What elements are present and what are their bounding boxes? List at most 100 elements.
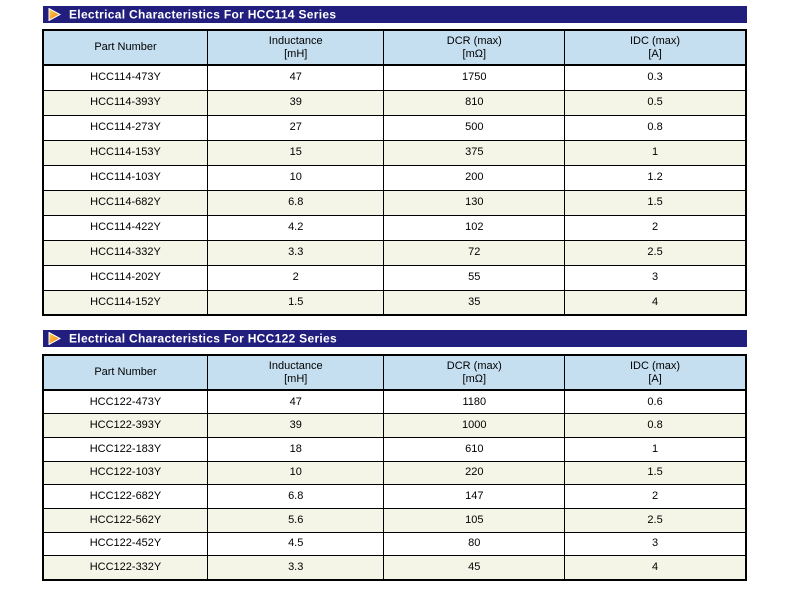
inductance-cell: 1.5	[206, 289, 385, 316]
table-row: HCC114-103Y 10 200 1.2	[42, 164, 747, 191]
idc-cell: 0.8	[564, 413, 747, 438]
idc-cell: 2.5	[564, 239, 747, 266]
dcr-cell: 105	[383, 507, 566, 533]
table-row: HCC114-332Y 3.3 72 2.5	[42, 239, 747, 266]
idc-cell: 2.5	[564, 507, 747, 533]
idc-cell: 1.2	[564, 164, 747, 191]
dcr-cell: 500	[383, 114, 566, 141]
part-number-cell: HCC114-202Y	[42, 264, 208, 291]
inductance-column-header: Inductance [mH]	[206, 29, 385, 66]
idc-cell: 3	[564, 531, 747, 557]
part-number-cell: HCC122-473Y	[42, 389, 208, 415]
part-number-cell: HCC122-183Y	[42, 436, 208, 462]
idc-cell: 2	[564, 214, 747, 241]
idc-cell: 1.5	[564, 189, 747, 216]
dcr-cell: 1750	[383, 64, 566, 91]
part-number-cell: HCC122-682Y	[42, 484, 208, 509]
inductance-cell: 2	[206, 264, 385, 291]
idc-cell: 0.3	[564, 64, 747, 91]
table-row: HCC114-473Y 47 1750 0.3	[42, 64, 747, 91]
inductance-cell: 4.5	[206, 531, 385, 557]
inductance-cell: 47	[206, 64, 385, 91]
part-number-cell: HCC114-103Y	[42, 164, 208, 191]
table-row: HCC122-103Y 10 220 1.5	[42, 460, 747, 486]
table-row: HCC114-152Y 1.5 35 4	[42, 289, 747, 316]
table-row: HCC122-332Y 3.3 45 4	[42, 555, 747, 580]
dcr-cell: 55	[383, 264, 566, 291]
part-number-cell: HCC114-332Y	[42, 239, 208, 266]
table-row: HCC122-452Y 4.5 80 3	[42, 531, 747, 557]
idc-cell: 4	[564, 555, 747, 580]
section-title: Electrical Characteristics For HCC114 Se…	[69, 7, 337, 21]
part-number-cell: HCC114-152Y	[42, 289, 208, 316]
dcr-column-header: DCR (max) [mΩ]	[383, 354, 566, 391]
inductance-cell: 39	[206, 413, 385, 438]
part-number-cell: HCC122-332Y	[42, 555, 208, 580]
inductance-cell: 5.6	[206, 507, 385, 533]
triangle-bullet-icon	[48, 8, 61, 21]
dcr-cell: 1180	[383, 389, 566, 415]
idc-cell: 3	[564, 264, 747, 291]
inductance-cell: 27	[206, 114, 385, 141]
table-row: HCC122-682Y 6.8 147 2	[42, 484, 747, 509]
dcr-cell: 80	[383, 531, 566, 557]
part-number-cell: HCC114-682Y	[42, 189, 208, 216]
table-row: HCC114-393Y 39 810 0.5	[42, 89, 747, 116]
part-number-cell: HCC122-393Y	[42, 413, 208, 438]
table-row: HCC114-422Y 4.2 102 2	[42, 214, 747, 241]
part-number-cell: HCC122-103Y	[42, 460, 208, 486]
inductance-cell: 15	[206, 139, 385, 166]
part-number-cell: HCC114-473Y	[42, 64, 208, 91]
triangle-bullet-icon	[48, 332, 61, 345]
table-row: HCC114-273Y 27 500 0.8	[42, 114, 747, 141]
inductance-cell: 6.8	[206, 484, 385, 509]
idc-column-header: IDC (max) [A]	[564, 354, 747, 391]
idc-cell: 1	[564, 139, 747, 166]
table-row: HCC114-682Y 6.8 130 1.5	[42, 189, 747, 216]
header-row: Part Number Inductance [mH] DCR (max) [mΩ] ID…	[42, 354, 747, 391]
part-number-cell: HCC114-422Y	[42, 214, 208, 241]
dcr-cell: 200	[383, 164, 566, 191]
part-number-cell: HCC122-562Y	[42, 507, 208, 533]
electrical-characteristics-table-hcc122: Part Number Inductance [mH] DCR (max) [mΩ] ID…	[42, 354, 747, 581]
table-row: HCC122-473Y 47 1180 0.6	[42, 389, 747, 415]
dcr-column-header: DCR (max) [mΩ]	[383, 29, 566, 66]
table-row: HCC114-202Y 2 55 3	[42, 264, 747, 291]
idc-cell: 4	[564, 289, 747, 316]
dcr-cell: 375	[383, 139, 566, 166]
part-number-column-header: Part Number	[42, 354, 208, 391]
section-title-bar-hcc122: Electrical Characteristics For HCC122 Se…	[43, 330, 747, 347]
part-number-cell: HCC114-393Y	[42, 89, 208, 116]
dcr-cell: 130	[383, 189, 566, 216]
dcr-cell: 72	[383, 239, 566, 266]
dcr-cell: 147	[383, 484, 566, 509]
dcr-cell: 610	[383, 436, 566, 462]
inductance-cell: 10	[206, 460, 385, 486]
dcr-cell: 45	[383, 555, 566, 580]
part-number-cell: HCC114-153Y	[42, 139, 208, 166]
part-number-column-header: Part Number	[42, 29, 208, 66]
idc-cell: 2	[564, 484, 747, 509]
idc-column-header: IDC (max) [A]	[564, 29, 747, 66]
idc-cell: 1.5	[564, 460, 747, 486]
inductance-cell: 39	[206, 89, 385, 116]
inductance-cell: 18	[206, 436, 385, 462]
idc-cell: 0.6	[564, 389, 747, 415]
part-number-cell: HCC122-452Y	[42, 531, 208, 557]
table-row: HCC114-153Y 15 375 1	[42, 139, 747, 166]
inductance-cell: 3.3	[206, 239, 385, 266]
part-number-cell: HCC114-273Y	[42, 114, 208, 141]
inductance-cell: 6.8	[206, 189, 385, 216]
dcr-cell: 35	[383, 289, 566, 316]
idc-cell: 0.5	[564, 89, 747, 116]
idc-cell: 0.8	[564, 114, 747, 141]
dcr-cell: 1000	[383, 413, 566, 438]
dcr-cell: 220	[383, 460, 566, 486]
electrical-characteristics-table-hcc114: Part Number Inductance [mH] DCR (max) [mΩ] ID…	[42, 29, 747, 316]
section-title-bar-hcc114: Electrical Characteristics For HCC114 Se…	[43, 6, 747, 23]
table-row: HCC122-183Y 18 610 1	[42, 436, 747, 462]
dcr-cell: 102	[383, 214, 566, 241]
inductance-cell: 4.2	[206, 214, 385, 241]
table-row: HCC122-562Y 5.6 105 2.5	[42, 507, 747, 533]
